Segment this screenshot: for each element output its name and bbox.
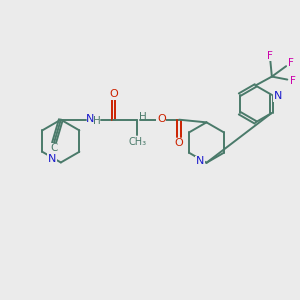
- Text: CH₃: CH₃: [128, 137, 146, 147]
- Text: O: O: [175, 139, 184, 148]
- Text: N: N: [86, 114, 94, 124]
- Text: F: F: [287, 58, 293, 68]
- Text: F: F: [267, 51, 273, 61]
- Text: H: H: [139, 112, 147, 122]
- Text: H: H: [93, 116, 101, 126]
- Text: F: F: [290, 76, 296, 85]
- Text: N: N: [196, 156, 204, 166]
- Text: O: O: [109, 89, 118, 99]
- Text: C: C: [50, 143, 57, 153]
- Text: O: O: [157, 114, 166, 124]
- Text: N: N: [48, 154, 56, 164]
- Text: N: N: [274, 91, 282, 101]
